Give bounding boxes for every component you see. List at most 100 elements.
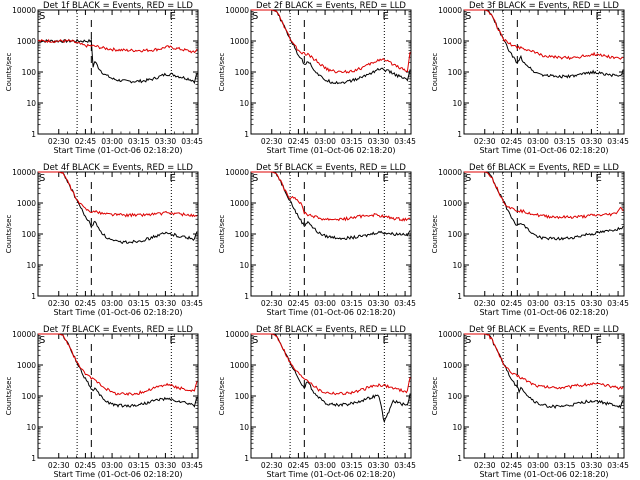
y-axis-label: Counts/sec: [431, 53, 439, 92]
plot-frame: [37, 9, 199, 135]
panel-det-7: Det 7f BLACK = Events, RED = LLD 1 10 100 10…: [5, 325, 203, 479]
y-tick-label: 10: [452, 261, 462, 270]
panel-title: Det 2f BLACK = Events, RED = LLD: [256, 1, 406, 11]
x-tick-label: 02:45: [75, 137, 97, 146]
y-tick-label: 10000: [12, 6, 36, 15]
y-axis-label: Counts/sec: [218, 377, 226, 416]
x-tick-label: 02:30: [48, 137, 70, 146]
y-tick-label: 100: [22, 230, 37, 239]
panel-title: Det 4f BLACK = Events, RED = LLD: [43, 163, 193, 173]
x-tick-label: 02:30: [48, 299, 70, 308]
panel-det-3: Det 3f BLACK = Events, RED = LLD 1 10 100 10…: [431, 1, 629, 155]
series-line-lld: [464, 9, 624, 61]
x-tick-label: 03:15: [341, 461, 363, 470]
y-tick-label: 100: [235, 68, 250, 77]
y-tick-label: 1000: [443, 37, 462, 46]
x-tick-label: 03:30: [368, 137, 390, 146]
series-line-lld: [37, 38, 198, 54]
x-axis-label: Start Time (01-Oct-06 02:18:20): [266, 146, 395, 155]
y-tick-label: 1: [457, 130, 462, 139]
x-tick-label: 02:45: [288, 461, 310, 470]
series-line-lld: [251, 9, 411, 74]
panel-det-5: Det 5f BLACK = Events, RED = LLD 1 10 100 10…: [218, 163, 416, 317]
panel-det-9: Det 9f BLACK = Events, RED = LLD 1 10 100 10…: [431, 325, 629, 479]
start-marker: S: [39, 173, 45, 184]
x-tick-label: 03:00: [101, 137, 123, 146]
y-tick-label: 10: [239, 99, 249, 108]
panel-title: Det 1f BLACK = Events, RED = LLD: [43, 1, 193, 11]
y-axis-label: Counts/sec: [5, 377, 13, 416]
y-tick-label: 10: [239, 261, 249, 270]
end-marker: E: [383, 11, 389, 22]
series-line-lld: [251, 171, 411, 222]
x-tick-label: 03:15: [554, 299, 576, 308]
panel-title: Det 3f BLACK = Events, RED = LLD: [469, 1, 619, 11]
y-tick-label: 1000: [230, 361, 249, 370]
x-tick-label: 02:45: [288, 137, 310, 146]
y-tick-label: 100: [235, 230, 250, 239]
y-tick-label: 1: [31, 292, 36, 301]
x-axis-label: Start Time (01-Oct-06 02:18:20): [479, 308, 608, 317]
x-tick-label: 03:45: [607, 137, 629, 146]
x-tick-label: 02:30: [48, 461, 70, 470]
x-tick-label: 03:00: [314, 461, 336, 470]
x-tick-label: 03:00: [527, 299, 549, 308]
series-line-events: [37, 38, 198, 85]
end-marker: E: [170, 173, 176, 184]
end-marker: E: [596, 11, 602, 22]
y-tick-label: 10000: [225, 330, 249, 339]
x-tick-label: 03:00: [314, 299, 336, 308]
x-tick-label: 03:30: [155, 299, 177, 308]
end-marker: E: [170, 335, 176, 346]
plot-frame: [463, 333, 625, 459]
x-tick-label: 03:30: [155, 461, 177, 470]
x-tick-label: 03:15: [341, 299, 363, 308]
x-tick-label: 02:30: [474, 299, 496, 308]
end-marker: E: [383, 335, 389, 346]
x-tick-label: 03:15: [554, 137, 576, 146]
end-marker: E: [383, 173, 389, 184]
start-marker: S: [252, 173, 258, 184]
series-line-events: [251, 333, 411, 424]
y-tick-label: 100: [22, 68, 37, 77]
y-tick-label: 10: [452, 99, 462, 108]
start-marker: S: [465, 173, 471, 184]
y-tick-label: 1000: [17, 37, 36, 46]
series-line-lld: [251, 333, 411, 396]
x-tick-label: 02:30: [261, 137, 283, 146]
plot-frame: [37, 333, 199, 459]
x-tick-label: 02:30: [261, 461, 283, 470]
x-tick-label: 02:30: [261, 299, 283, 308]
y-tick-label: 10000: [225, 168, 249, 177]
x-tick-label: 02:45: [75, 461, 97, 470]
x-tick-label: 03:30: [368, 461, 390, 470]
y-tick-label: 1000: [17, 199, 36, 208]
y-tick-label: 100: [448, 392, 463, 401]
plot-frame: [250, 9, 412, 135]
x-tick-label: 03:30: [368, 299, 390, 308]
x-tick-label: 03:30: [581, 137, 603, 146]
panel-title: Det 6f BLACK = Events, RED = LLD: [469, 163, 619, 173]
y-axis-label: Counts/sec: [218, 53, 226, 92]
y-axis-label: Counts/sec: [218, 215, 226, 254]
y-tick-label: 10000: [438, 6, 462, 15]
x-tick-label: 02:45: [501, 137, 523, 146]
x-tick-label: 02:45: [288, 299, 310, 308]
y-tick-label: 100: [22, 392, 37, 401]
series-line-lld: [38, 333, 198, 397]
y-tick-label: 100: [448, 68, 463, 77]
series-line-events: [464, 171, 624, 241]
end-marker: E: [170, 11, 176, 22]
y-tick-label: 10: [26, 99, 36, 108]
start-marker: S: [252, 11, 258, 22]
x-tick-label: 03:45: [394, 137, 416, 146]
y-tick-label: 1: [244, 130, 249, 139]
x-tick-label: 02:30: [474, 461, 496, 470]
start-marker: S: [39, 335, 45, 346]
y-tick-label: 10000: [12, 168, 36, 177]
x-tick-label: 03:00: [527, 461, 549, 470]
y-tick-label: 1: [244, 454, 249, 463]
y-tick-label: 1000: [17, 361, 36, 370]
y-tick-label: 10: [26, 261, 36, 270]
